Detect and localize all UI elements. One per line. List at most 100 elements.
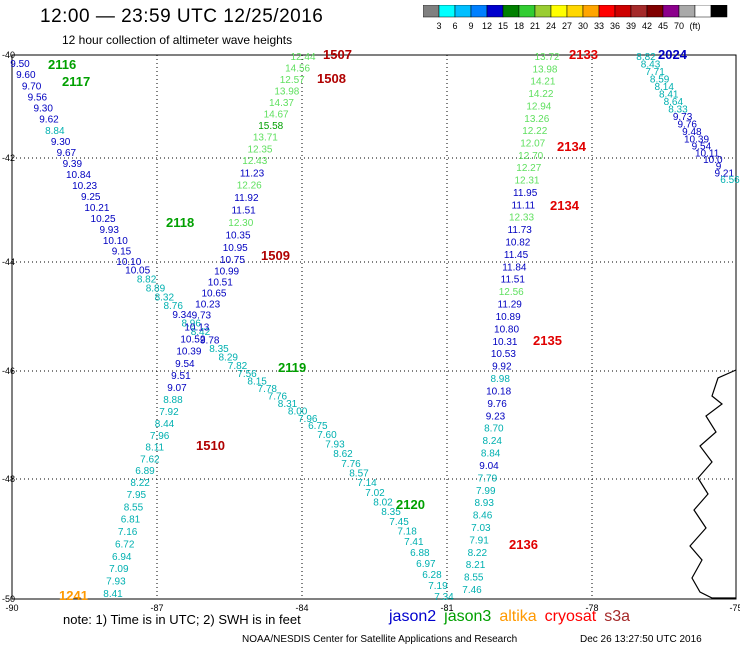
wave-height-value: 10.05	[125, 266, 150, 277]
wave-height-value: 8.41	[103, 589, 123, 600]
color-scale-label: 24	[546, 21, 556, 31]
wave-height-value: 10.51	[208, 277, 233, 288]
wave-height-value: 9.73	[192, 311, 212, 322]
wave-height-value: 10.23	[72, 181, 97, 192]
color-scale-label: 45	[658, 21, 668, 31]
color-scale-label: 33	[594, 21, 604, 31]
lon-tick-label: -75	[729, 603, 740, 613]
map-frame	[11, 54, 737, 600]
wave-height-value: 7.34	[434, 592, 454, 603]
wave-height-value: 9.76	[677, 119, 697, 130]
wave-height-value: 7.62	[140, 454, 160, 465]
lat-tick-label: -48	[2, 474, 15, 484]
coastline	[689, 369, 737, 599]
wave-height-value: 9.76	[487, 399, 507, 410]
wave-height-value: 11.84	[502, 262, 527, 273]
wave-height-value: 12.94	[526, 101, 551, 112]
wave-height-value: 8.55	[124, 502, 144, 513]
wave-height-value: 8.70	[484, 424, 504, 435]
wave-height-value: 9.48	[682, 127, 702, 138]
wave-height-value: 10.35	[225, 230, 250, 241]
wave-height-value: 8.22	[468, 548, 488, 559]
wave-height-value: 8.11	[145, 443, 164, 454]
satellite-legend: jason2 jason3 altika cryosat s3a	[389, 608, 638, 626]
wave-height-value: 8.02	[373, 497, 393, 508]
pass-label: 1509	[261, 248, 290, 263]
wave-height-value: 8.24	[483, 436, 503, 447]
wave-height-value: 12.35	[247, 144, 272, 155]
wave-height-value: 12.44	[290, 52, 315, 63]
wave-height-value: 10.31	[492, 337, 517, 348]
wave-height-value: 7.93	[106, 577, 126, 588]
wave-height-value: 8.88	[163, 395, 183, 406]
wave-height-value: 10.95	[223, 243, 248, 254]
lat-tick-label: -46	[2, 366, 15, 376]
lat-tick-label: -44	[2, 257, 15, 267]
wave-height-value: 10.75	[220, 255, 245, 266]
wave-height-value: 10.82	[505, 237, 530, 248]
wave-height-value: 10.10	[103, 236, 128, 247]
wave-height-value: 9.21	[715, 168, 735, 179]
wave-height-value: 8.42	[191, 327, 211, 338]
lon-tick-label: -90	[5, 603, 18, 613]
lat-tick-label: -50	[2, 594, 15, 604]
wave-height-value: 7.95	[127, 490, 147, 501]
wave-height-value: 8.44	[155, 419, 175, 430]
wave-height-value: 7.79	[478, 473, 498, 484]
wave-height-value: 10.65	[201, 289, 226, 300]
page-title: 12:00 — 23:59 UTC 12/25/2016	[40, 6, 324, 27]
lon-tick-label: -87	[150, 603, 163, 613]
wave-height-value: 7.60	[317, 430, 337, 441]
wave-height-value: 8.43	[641, 60, 661, 71]
legend-item-cryosat: cryosat	[544, 608, 597, 625]
wave-height-value: 11.92	[234, 193, 259, 204]
wave-height-value: 11.73	[508, 225, 533, 236]
wave-height-value: 8.31	[278, 399, 298, 410]
wave-height-value: 10.13	[184, 323, 209, 334]
wave-height-value: 7.99	[476, 486, 496, 497]
wave-height-value: 9.50	[10, 59, 30, 70]
wave-height-value: 12.26	[237, 181, 262, 192]
lon-tick-label: -84	[295, 603, 308, 613]
wave-height-value: 9.67	[57, 148, 77, 159]
pass-label: 1510	[196, 438, 225, 453]
pass-label: 2119	[278, 360, 306, 375]
wave-height-value: 8.21	[466, 560, 486, 571]
wave-height-value: 8.00	[288, 406, 308, 417]
wave-height-value: 6.81	[121, 515, 141, 526]
wave-height-value: 11.51	[231, 206, 256, 217]
wave-height-value: 8.14	[654, 82, 674, 93]
wave-height-value: 7.93	[325, 439, 345, 450]
wave-height-value: 10.84	[66, 170, 91, 181]
wave-height-value: 7.76	[268, 392, 288, 403]
wave-height-value: 8.59	[650, 75, 670, 86]
wave-height-value: 8.35	[381, 507, 401, 518]
wave-height-value: 9.62	[39, 115, 59, 126]
wave-height-value: 13.98	[274, 87, 299, 98]
wave-height-value: 9.93	[99, 225, 119, 236]
wave-height-value: 9.54	[175, 359, 195, 370]
color-scale-label: 6	[452, 21, 457, 31]
wave-height-value: 7.71	[645, 67, 665, 78]
wave-height-value: 7.18	[397, 526, 417, 537]
wave-height-value: 11.95	[513, 188, 538, 199]
wave-height-value: 8.98	[490, 374, 510, 385]
wave-height-value: 7.76	[341, 459, 361, 470]
wave-height-value: 9.23	[486, 411, 506, 422]
wave-height-value: 14.22	[528, 89, 553, 100]
wave-height-value: 7.03	[471, 523, 491, 534]
wave-height-value: 12.57	[280, 75, 305, 86]
wave-height-value: 7.45	[389, 517, 409, 528]
color-swatch	[710, 5, 728, 18]
wave-height-value: 6.94	[112, 552, 132, 563]
wave-height-value: 9.30	[33, 104, 53, 115]
wave-height-value: 9.04	[479, 461, 499, 472]
pass-label: 1508	[317, 71, 346, 86]
wave-height-value: 6.56	[720, 175, 740, 186]
wave-height-value: 9.70	[22, 81, 42, 92]
wave-height-value: 8.82	[137, 275, 157, 286]
wave-height-value: 7.19	[428, 581, 448, 592]
wave-height-value: 6.72	[115, 539, 135, 550]
wave-height-value: 7.41	[404, 537, 424, 548]
